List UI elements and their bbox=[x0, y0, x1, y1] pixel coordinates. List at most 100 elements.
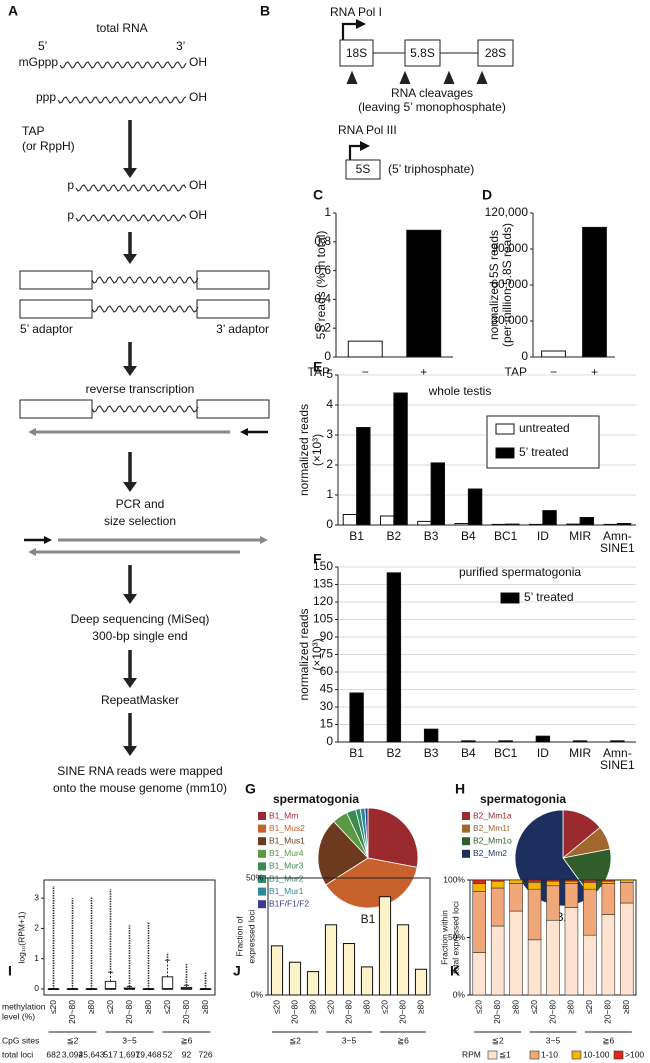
x-tick-label: Amn-SINE1 bbox=[600, 529, 635, 555]
x-tick-label: B2 bbox=[387, 529, 402, 543]
row-label: level (%) bbox=[2, 1011, 35, 1021]
y-axis-label: 5S reads (% in total) bbox=[314, 231, 328, 340]
legend-swatch bbox=[258, 875, 266, 883]
step-label: size selection bbox=[104, 514, 176, 528]
x-tick-label: 20~80 bbox=[289, 1000, 299, 1024]
y-tick-label: 0 bbox=[521, 349, 528, 363]
x-tick-label: ≤20 bbox=[48, 1000, 58, 1014]
x-tick-label: B1 bbox=[349, 746, 364, 760]
x-tick-label: B2 bbox=[387, 746, 402, 760]
group-label: 3~5 bbox=[122, 1035, 137, 1045]
rna-strand bbox=[91, 405, 199, 413]
panel-label: B bbox=[260, 3, 270, 19]
legend-swatch bbox=[462, 812, 470, 820]
y-axis-label: expressed loci bbox=[246, 909, 256, 963]
bar-segment bbox=[490, 887, 505, 927]
bar bbox=[360, 966, 374, 996]
bar bbox=[347, 340, 383, 358]
rna-3-end: OH bbox=[189, 55, 207, 69]
panel-label: C bbox=[313, 187, 323, 203]
y-axis-label: Fraction within bbox=[439, 910, 449, 965]
rna-5-end: mGppp bbox=[19, 55, 59, 69]
bar-segment bbox=[509, 910, 523, 996]
x-tick-label: ≤20 bbox=[271, 1000, 281, 1014]
legend-label: B2_Mm2 bbox=[473, 848, 507, 858]
legend-label: B1_Mus1 bbox=[269, 835, 305, 845]
rna-3-end: OH bbox=[189, 90, 207, 104]
annotation: whole testis bbox=[428, 384, 492, 398]
bar bbox=[541, 350, 566, 358]
bar-segment bbox=[490, 880, 505, 889]
bar-segment bbox=[527, 939, 542, 996]
bar-segment bbox=[620, 902, 634, 996]
y-tick-label: 90 bbox=[320, 629, 334, 643]
legend-label: B1_Mus2 bbox=[269, 823, 305, 833]
bar-segment bbox=[490, 925, 505, 996]
plot-frame bbox=[43, 879, 216, 996]
bar bbox=[491, 523, 507, 526]
y-tick-label: 1 bbox=[326, 487, 333, 501]
x-axis-label: TAP bbox=[505, 365, 527, 379]
y-tick-label: 3 bbox=[326, 427, 333, 441]
pie-label: B1 bbox=[361, 912, 376, 926]
bar-segment bbox=[564, 880, 579, 884]
bar bbox=[454, 523, 469, 526]
y-axis-label: (×10³) bbox=[310, 638, 324, 670]
y-tick-label: 50% bbox=[448, 932, 465, 942]
bar-segment bbox=[527, 888, 542, 941]
y-tick-label: 2 bbox=[326, 457, 333, 471]
bar-segment bbox=[583, 879, 597, 883]
arrow-head bbox=[260, 536, 268, 544]
panel-label: F bbox=[313, 551, 322, 567]
arrow-head bbox=[123, 254, 137, 264]
legend-label: untreated bbox=[519, 421, 570, 435]
y-tick-label: 0 bbox=[324, 349, 331, 363]
bar bbox=[342, 514, 358, 526]
promoter-label: RNA Pol III bbox=[338, 123, 397, 137]
adaptor bbox=[19, 299, 93, 319]
bar-segment bbox=[601, 883, 616, 915]
bar-segment bbox=[564, 883, 579, 908]
y-tick-label: 60 bbox=[320, 664, 334, 678]
y-tick-label: 3 bbox=[34, 892, 39, 902]
total-loci: 682 bbox=[46, 1049, 60, 1059]
x-tick-label: ≥80 bbox=[415, 1000, 425, 1014]
x-tick-label: ≥80 bbox=[86, 1000, 96, 1014]
y-tick-label: 120 bbox=[313, 594, 333, 608]
y-tick-label: 5 bbox=[326, 367, 333, 381]
y-tick-label: 0.4 bbox=[314, 292, 331, 306]
y-tick-label: 30 bbox=[320, 699, 334, 713]
y-axis-label: total expressed loci bbox=[450, 901, 460, 974]
group-label: 3~5 bbox=[546, 1035, 561, 1045]
legend-swatch bbox=[258, 900, 266, 909]
y-axis-label: (per million 5.8S reads) bbox=[500, 223, 514, 347]
total-loci: 45,643 bbox=[79, 1049, 105, 1059]
step-label: Deep sequencing (MiSeq) bbox=[71, 612, 210, 626]
rna-strand bbox=[75, 184, 187, 192]
y-tick-label: 4 bbox=[326, 397, 333, 411]
y-tick-label: 50% bbox=[246, 872, 263, 882]
legend-label: >100 bbox=[625, 1049, 644, 1059]
y-tick-label: 15 bbox=[320, 717, 334, 731]
bar bbox=[417, 520, 432, 526]
legend-swatch bbox=[258, 824, 266, 833]
bar bbox=[582, 226, 607, 358]
cleavage-site bbox=[476, 70, 488, 85]
group-label: 3~5 bbox=[342, 1035, 357, 1045]
step-label: onto the mouse genome (mm10) bbox=[53, 781, 227, 795]
chart-title: spermatogonia bbox=[273, 792, 359, 806]
total-loci: 92 bbox=[182, 1049, 192, 1059]
adaptor-label: 5’ adaptor bbox=[20, 322, 73, 336]
legend-swatch bbox=[571, 1050, 582, 1060]
y-tick-label: 1 bbox=[34, 953, 39, 963]
bar bbox=[528, 523, 544, 526]
x-tick-label: ID bbox=[537, 529, 549, 543]
bar bbox=[349, 692, 364, 743]
legend-label: 10-100 bbox=[583, 1049, 610, 1059]
bar-segment bbox=[564, 907, 579, 996]
rna-strand bbox=[75, 214, 187, 222]
x-tick-label: 20~80 bbox=[343, 1000, 353, 1024]
bar bbox=[288, 961, 302, 996]
bar bbox=[306, 971, 320, 996]
legend-label: ≦1 bbox=[499, 1049, 511, 1059]
